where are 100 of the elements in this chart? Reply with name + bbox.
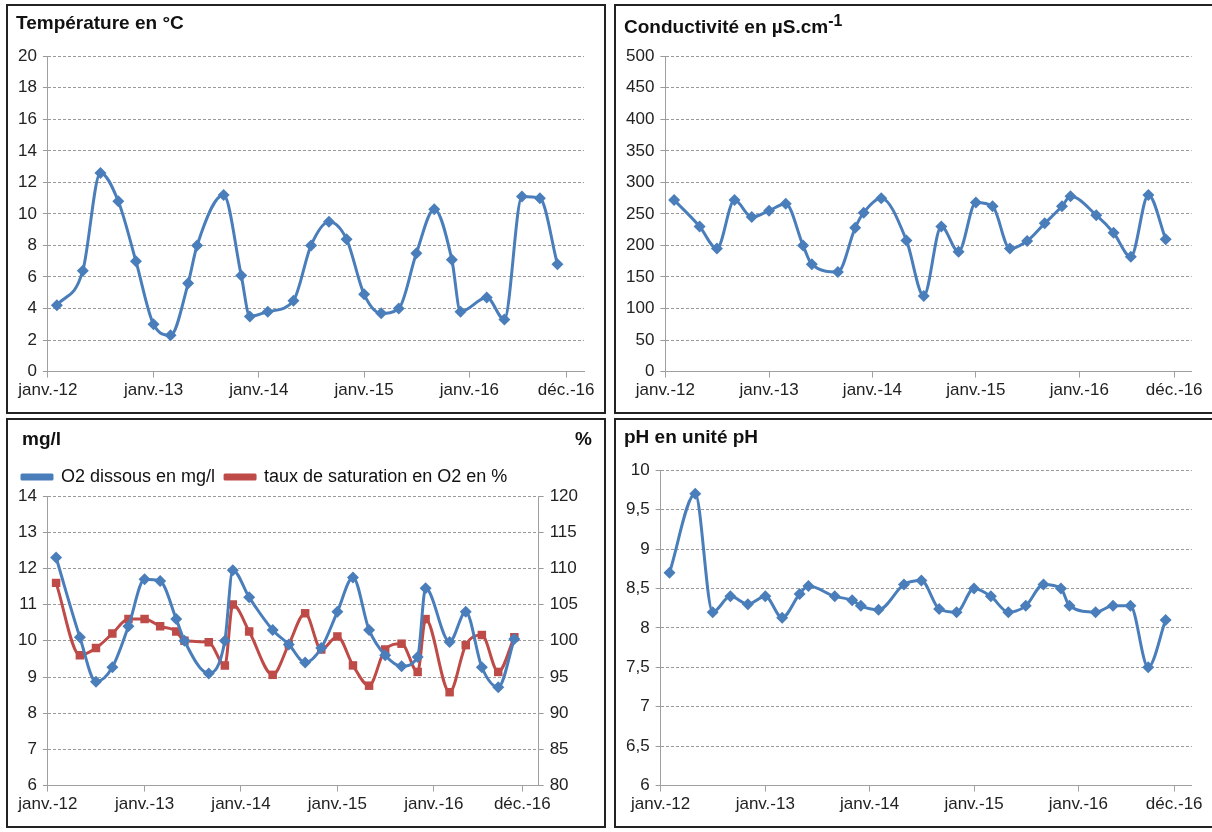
y-tick-label: 14 <box>17 140 37 160</box>
x-tick-label: déc.-16 <box>1145 794 1203 814</box>
point <box>1089 606 1102 619</box>
point <box>73 631 86 644</box>
y2-tick-label: 110 <box>549 558 577 578</box>
point <box>492 681 505 694</box>
y2-tick-label: 90 <box>549 702 569 722</box>
point <box>305 239 318 252</box>
point <box>846 594 859 607</box>
y-tick-label: 50 <box>635 329 655 349</box>
point <box>857 206 870 219</box>
point <box>1159 233 1172 246</box>
point <box>741 598 754 611</box>
x-tick-label: janv.-12 <box>630 794 691 814</box>
y-tick-label: 7 <box>640 696 650 716</box>
y-tick-label: 8 <box>27 702 37 722</box>
point <box>182 277 195 290</box>
y-tick-label: 6 <box>640 775 650 795</box>
y-tick-label: 4 <box>27 298 37 318</box>
y-tick-label: 6 <box>27 775 37 795</box>
point <box>106 661 119 674</box>
point <box>147 318 160 331</box>
point <box>475 661 488 674</box>
point <box>244 627 254 636</box>
point <box>340 233 353 246</box>
point <box>849 221 862 234</box>
x-tick-label: janv.-14 <box>228 380 289 400</box>
point <box>1054 582 1067 595</box>
point <box>498 313 511 326</box>
x-tick-label: janv.-16 <box>403 794 464 814</box>
point <box>191 239 204 252</box>
y2-tick-label: 80 <box>549 775 569 795</box>
y-tick-label: 12 <box>17 558 37 578</box>
point <box>164 329 177 342</box>
y2-axis-title: % <box>575 428 592 450</box>
point <box>268 670 277 680</box>
y-tick-label: 9,5 <box>625 499 650 519</box>
point <box>710 242 723 255</box>
point <box>797 239 810 252</box>
point <box>828 590 841 603</box>
point <box>363 623 376 636</box>
point <box>454 305 467 318</box>
point <box>428 203 441 216</box>
point <box>50 299 63 312</box>
point <box>300 609 310 618</box>
point <box>969 196 982 209</box>
point <box>1124 250 1137 263</box>
y2-tick-label: 95 <box>549 666 569 686</box>
point <box>1019 599 1032 612</box>
point <box>1002 606 1015 619</box>
point <box>917 289 930 302</box>
point <box>140 614 149 624</box>
point <box>897 578 910 591</box>
x-tick-label: déc.-16 <box>493 794 551 814</box>
point <box>226 564 239 577</box>
point <box>935 220 948 233</box>
y-tick-label: 0 <box>27 361 37 381</box>
point <box>108 629 117 638</box>
point <box>663 566 676 579</box>
point <box>261 305 274 318</box>
point <box>395 660 408 673</box>
y-tick-label: 300 <box>625 172 655 192</box>
x-tick-label: janv.-12 <box>634 380 695 400</box>
point <box>776 611 789 624</box>
point <box>984 590 997 603</box>
point <box>170 613 183 626</box>
chart-title: pH en unité pH <box>624 426 759 448</box>
point <box>1142 188 1155 201</box>
point <box>155 622 165 631</box>
point <box>220 661 230 670</box>
x-tick-label: janv.-12 <box>17 794 78 814</box>
point <box>915 574 928 587</box>
point <box>50 551 63 564</box>
x-tick-label: janv.-16 <box>1047 794 1108 814</box>
point <box>1106 599 1119 612</box>
point <box>410 247 423 260</box>
y-tick-label: 20 <box>17 45 37 65</box>
chart-title: Conductivité en µS.cm$^{-1}$ <box>624 12 843 39</box>
point <box>1055 200 1068 213</box>
x-tick-label: janv.-13 <box>738 380 799 400</box>
point <box>779 197 792 210</box>
point <box>461 640 470 650</box>
point <box>689 487 702 500</box>
point <box>112 195 125 208</box>
point <box>872 603 885 616</box>
x-tick-label: janv.-13 <box>734 794 795 814</box>
point <box>379 649 392 662</box>
y-tick-label: 2 <box>27 329 37 349</box>
point <box>364 681 374 690</box>
point <box>346 571 359 584</box>
point <box>1142 661 1155 674</box>
point <box>759 590 772 603</box>
x-tick-label: janv.-13 <box>113 794 175 814</box>
y-tick-label: 9 <box>640 538 650 558</box>
point <box>668 194 681 207</box>
point <box>724 590 737 603</box>
y-tick-label: 100 <box>625 298 655 318</box>
point <box>968 582 981 595</box>
point <box>875 192 888 205</box>
y-tick-label: 18 <box>17 77 37 97</box>
